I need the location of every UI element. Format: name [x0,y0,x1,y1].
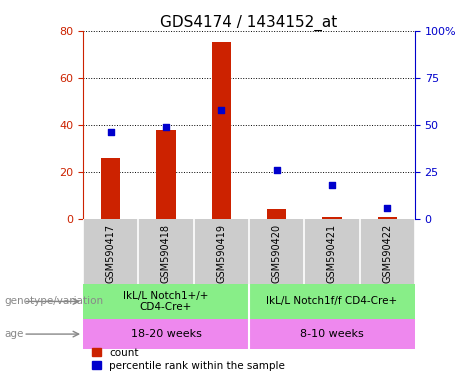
Text: GSM590420: GSM590420 [272,224,282,283]
Text: 8-10 weeks: 8-10 weeks [300,329,364,339]
Point [107,129,114,136]
Bar [267,210,286,219]
Point [162,124,170,130]
Point [273,167,280,173]
Bar [156,129,176,219]
Point [218,107,225,113]
Bar [212,43,231,219]
Point [328,182,336,188]
Legend: count, percentile rank within the sample: count, percentile rank within the sample [88,344,289,375]
Bar [378,217,397,219]
Text: IkL/L Notch1+/+
CD4-Cre+: IkL/L Notch1+/+ CD4-Cre+ [123,291,209,312]
Point [384,205,391,211]
Text: GSM590421: GSM590421 [327,224,337,283]
Text: IkL/L Notch1f/f CD4-Cre+: IkL/L Notch1f/f CD4-Cre+ [266,296,397,306]
Bar [322,217,342,219]
Bar [101,158,120,219]
Text: GSM590418: GSM590418 [161,224,171,283]
Text: GSM590417: GSM590417 [106,224,116,283]
Text: age: age [5,329,24,339]
Title: GDS4174 / 1434152_at: GDS4174 / 1434152_at [160,15,337,31]
Text: GSM590422: GSM590422 [382,224,392,283]
Text: 18-20 weeks: 18-20 weeks [130,329,201,339]
Text: genotype/variation: genotype/variation [5,296,104,306]
Text: GSM590419: GSM590419 [216,224,226,283]
